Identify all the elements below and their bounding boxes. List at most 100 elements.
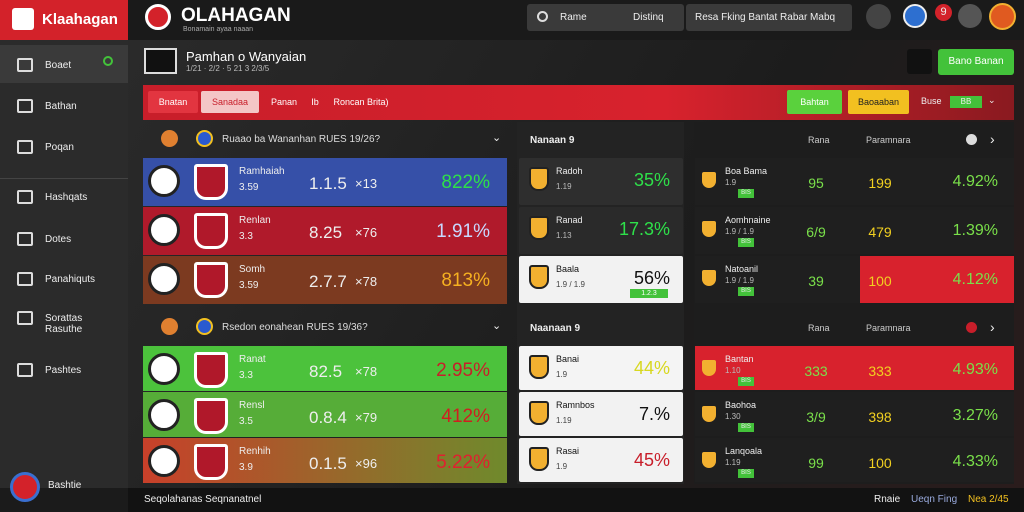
nav-item[interactable]: Pashtes — [45, 365, 82, 376]
stat-sub: 1.9 — [556, 462, 568, 471]
row-name: Lanqoala — [725, 446, 763, 456]
stat-percent: 35% — [633, 170, 670, 190]
col-header: Rana — [808, 323, 830, 333]
team-logo — [148, 263, 180, 295]
match-time: 3.59 — [239, 182, 259, 193]
nav-divider — [0, 178, 128, 179]
brand-name: Klaahagan — [42, 11, 118, 28]
match-time: 3.5 — [239, 416, 253, 427]
team-logo — [148, 353, 180, 385]
brand-bar: Klaahagan — [0, 0, 128, 40]
collapse[interactable]: ⌄ — [492, 320, 502, 332]
row-tag: BIS — [738, 287, 754, 296]
row-a: 99 — [808, 455, 824, 471]
nav-item[interactable]: Dotes — [45, 234, 72, 245]
team-crest — [194, 262, 228, 298]
team-badge[interactable] — [989, 3, 1016, 30]
multiplier: ×78 — [355, 274, 378, 289]
row-tag: BIS — [738, 423, 754, 432]
nav-item[interactable]: Bathan — [45, 101, 77, 112]
filter-bar[interactable]: Resa Fking Bantat Rabar Mabq — [686, 4, 852, 31]
stat-percent: 56% — [633, 268, 670, 288]
row-b: 199 — [868, 175, 892, 191]
chevron[interactable]: ⌄ — [988, 95, 996, 105]
tab[interactable]: Ib — [311, 97, 319, 107]
stat-icon — [529, 355, 549, 379]
next[interactable]: › — [990, 131, 995, 147]
filter-tag[interactable]: BB — [950, 96, 982, 108]
row-icon — [702, 270, 716, 286]
notification-badge[interactable]: 9 — [935, 4, 952, 21]
next[interactable]: › — [990, 319, 995, 335]
footer: Seqolahanas Seqnanatnel Rnaie Ueqn Fing … — [128, 488, 1024, 512]
stat-sub: 1.19 — [556, 416, 572, 425]
tab[interactable]: Panan — [270, 97, 298, 107]
section-icon — [144, 48, 177, 74]
stat-name: Ramnbos — [556, 400, 595, 410]
team-crest — [194, 164, 228, 200]
stat-icon — [529, 447, 549, 471]
row-percent: 4.93% — [952, 361, 998, 378]
filter-green[interactable]: Bahtan — [787, 90, 842, 114]
user-name[interactable]: Bashtie — [48, 480, 82, 491]
odds: 0.1.5 — [309, 454, 347, 473]
tab[interactable]: Roncan Brita) — [333, 97, 389, 107]
nav-item[interactable]: Boaet — [45, 60, 72, 71]
match-time: 3.3 — [239, 231, 253, 242]
row-percent: 4.92% — [952, 173, 998, 190]
avatar[interactable] — [903, 4, 927, 28]
user-button[interactable] — [958, 4, 982, 28]
row-sub: 1.10 — [725, 366, 741, 375]
stat-icon — [529, 167, 549, 191]
row-icon — [702, 172, 716, 188]
stat-icon — [529, 216, 549, 240]
stat-icon — [529, 401, 549, 425]
header-subtitle: Bonamain ayaa naaan — [183, 26, 254, 33]
tab[interactable]: Bnatan — [148, 91, 198, 113]
footer-link[interactable]: Nea 2/45 — [968, 494, 1009, 505]
nav-icon — [17, 272, 33, 286]
odds: 82.5 — [309, 362, 343, 381]
team-name: Somh — [239, 264, 266, 275]
row-a: 95 — [808, 175, 824, 191]
section-title: Pamhan o Wanyaian — [186, 49, 307, 64]
row-tag: BIS — [738, 189, 754, 198]
refresh-button[interactable] — [866, 4, 891, 29]
primary-button[interactable]: Bano Banan — [938, 49, 1014, 75]
stat-name: Radoh — [556, 166, 583, 176]
nav-icon — [17, 363, 33, 377]
team-crest — [194, 352, 228, 388]
tab[interactable]: Sanadaa — [201, 91, 259, 113]
col-header: Paramnara — [866, 323, 911, 333]
search-bar[interactable]: Rame Distinq — [527, 4, 684, 31]
row-percent: 1.39% — [952, 222, 998, 239]
collapse[interactable]: ⌄ — [492, 132, 502, 144]
nav-item[interactable]: Panahiquts — [45, 274, 96, 285]
nav-item[interactable]: Hashqats — [45, 192, 88, 203]
info-icon[interactable] — [966, 134, 977, 145]
nav-item[interactable]: Poqan — [45, 142, 74, 153]
filter-yellow[interactable]: Baoaaban — [848, 90, 909, 114]
panel-header: Nanaan 9 — [530, 135, 575, 146]
nav-item[interactable]: Sorattas Rasuthe — [45, 313, 83, 335]
team-crest — [194, 213, 228, 249]
nav-icon — [17, 58, 33, 72]
info-icon[interactable] — [966, 322, 977, 333]
team-name: Renhih — [239, 446, 271, 457]
group-logo — [161, 318, 178, 335]
row-sub: 1.9 / 1.9 — [725, 276, 754, 285]
nav-icon — [17, 140, 33, 154]
stat-percent: 45% — [633, 450, 670, 470]
search-icon — [537, 11, 548, 22]
icon-button[interactable] — [907, 49, 932, 74]
footer-link[interactable]: Rnaie — [874, 494, 901, 505]
row-name: Bantan — [725, 354, 754, 364]
logo — [145, 4, 171, 30]
row-name: Natoanil — [725, 264, 759, 274]
row-icon — [702, 221, 716, 237]
match-time: 3.59 — [239, 280, 259, 291]
match-time: 3.3 — [239, 370, 253, 381]
row-a: 39 — [808, 273, 824, 289]
footer-link[interactable]: Ueqn Fing — [911, 494, 958, 505]
